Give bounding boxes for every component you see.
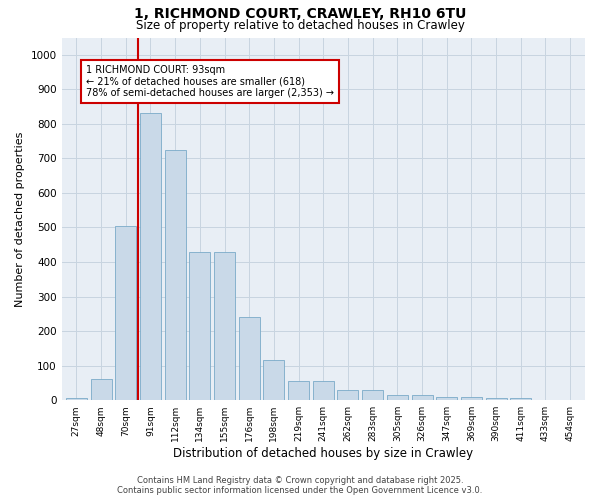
Bar — [313, 381, 334, 400]
Bar — [387, 395, 408, 400]
Bar — [337, 390, 358, 400]
Bar — [115, 226, 136, 400]
Bar — [214, 252, 235, 400]
Bar — [91, 380, 112, 400]
Bar — [485, 398, 506, 400]
Bar — [190, 252, 211, 400]
Bar — [263, 360, 284, 400]
Bar — [288, 381, 309, 400]
Bar — [412, 395, 433, 400]
Bar — [239, 318, 260, 400]
Bar — [461, 397, 482, 400]
Bar — [140, 114, 161, 400]
Bar — [66, 398, 87, 400]
X-axis label: Distribution of detached houses by size in Crawley: Distribution of detached houses by size … — [173, 447, 473, 460]
Bar — [164, 150, 185, 400]
Bar — [436, 397, 457, 400]
Bar — [511, 398, 531, 400]
Text: 1, RICHMOND COURT, CRAWLEY, RH10 6TU: 1, RICHMOND COURT, CRAWLEY, RH10 6TU — [134, 8, 466, 22]
Text: Size of property relative to detached houses in Crawley: Size of property relative to detached ho… — [136, 18, 464, 32]
Bar — [362, 390, 383, 400]
Text: Contains HM Land Registry data © Crown copyright and database right 2025.
Contai: Contains HM Land Registry data © Crown c… — [118, 476, 482, 495]
Text: 1 RICHMOND COURT: 93sqm
← 21% of detached houses are smaller (618)
78% of semi-d: 1 RICHMOND COURT: 93sqm ← 21% of detache… — [86, 65, 334, 98]
Y-axis label: Number of detached properties: Number of detached properties — [15, 131, 25, 306]
